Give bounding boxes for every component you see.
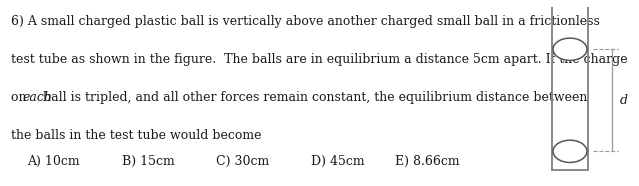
Text: C) 30cm: C) 30cm [217,155,270,168]
Text: D) 45cm: D) 45cm [311,155,365,168]
Text: each: each [22,91,52,104]
Text: d: d [620,94,627,107]
Text: ball is tripled, and all other forces remain constant, the equilibrium distance : ball is tripled, and all other forces re… [40,91,588,104]
Ellipse shape [553,140,587,162]
Text: on: on [11,91,30,104]
Ellipse shape [553,38,587,60]
Text: A) 10cm: A) 10cm [27,155,80,168]
Text: 6) A small charged plastic ball is vertically above another charged small ball i: 6) A small charged plastic ball is verti… [11,15,599,28]
Text: test tube as shown in the figure.  The balls are in equilibrium a distance 5cm a: test tube as shown in the figure. The ba… [11,53,627,66]
Text: B) 15cm: B) 15cm [122,155,174,168]
Text: E) 8.66cm: E) 8.66cm [395,155,459,168]
Text: the balls in the test tube would become: the balls in the test tube would become [11,129,261,142]
